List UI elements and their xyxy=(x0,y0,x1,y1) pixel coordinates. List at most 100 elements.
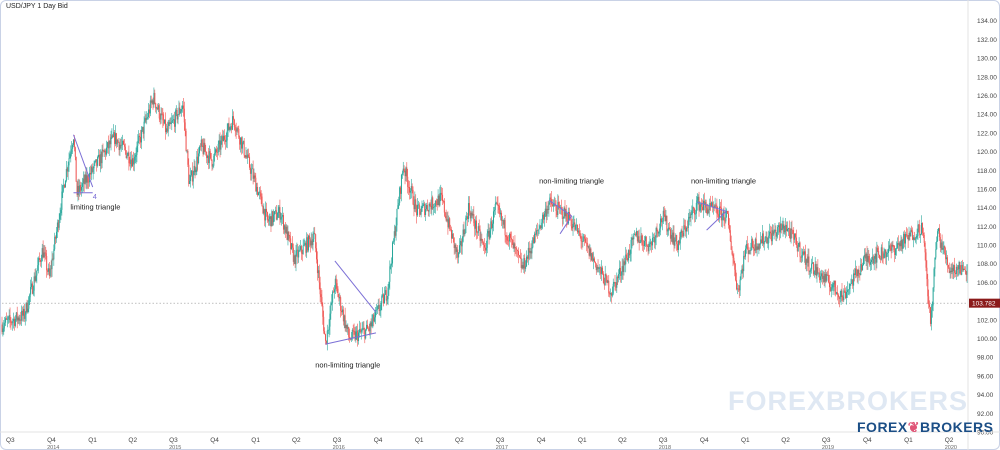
candle xyxy=(943,241,945,255)
candle-body xyxy=(145,118,147,120)
candle-body xyxy=(738,289,740,291)
candle xyxy=(252,160,254,185)
candle xyxy=(192,170,194,189)
candle xyxy=(449,217,451,232)
trendline[interactable] xyxy=(325,332,377,345)
candle-body xyxy=(216,152,218,153)
candle xyxy=(156,106,158,114)
candle xyxy=(533,235,535,244)
candle xyxy=(454,242,456,254)
candle xyxy=(879,255,881,264)
candle xyxy=(77,179,79,202)
candle-body xyxy=(282,215,284,217)
candle xyxy=(466,211,468,221)
candle xyxy=(444,211,446,219)
candle xyxy=(379,304,381,317)
candle-body xyxy=(257,186,259,196)
candle-body xyxy=(186,150,188,152)
candle-body xyxy=(433,207,435,209)
candle-body xyxy=(52,258,54,260)
candle xyxy=(902,238,904,254)
candle-body xyxy=(84,174,86,184)
candle xyxy=(686,226,688,239)
candle-body xyxy=(360,331,362,333)
candle xyxy=(333,287,335,293)
candle xyxy=(893,245,895,253)
candle xyxy=(879,254,881,260)
price-axis[interactable]: 90.0092.0094.0096.0098.00100.00102.00104… xyxy=(967,0,997,450)
triangle-annotation[interactable]: non-limiting triangle xyxy=(315,260,380,370)
candle xyxy=(623,255,625,276)
candle-body xyxy=(584,236,586,239)
candle xyxy=(540,225,542,231)
trendline[interactable] xyxy=(334,260,377,313)
candle xyxy=(521,258,523,270)
candle-body xyxy=(226,130,228,141)
candle-body xyxy=(230,126,232,128)
candle xyxy=(809,270,811,279)
candle xyxy=(851,274,853,285)
candle xyxy=(187,148,189,168)
trendline[interactable] xyxy=(548,199,572,217)
trendline[interactable] xyxy=(73,134,94,188)
candle-body xyxy=(735,269,737,281)
candle xyxy=(932,287,934,312)
candle xyxy=(48,262,50,279)
trendline[interactable] xyxy=(559,215,573,235)
candle-body xyxy=(375,309,377,311)
candle-body xyxy=(434,206,436,208)
candle xyxy=(763,240,765,251)
candle xyxy=(634,230,636,236)
triangle-annotation[interactable]: non-limiting triangle xyxy=(691,176,756,231)
candle xyxy=(742,264,744,280)
candle xyxy=(534,231,536,244)
candle xyxy=(304,239,306,247)
candle xyxy=(95,159,97,163)
candle xyxy=(703,192,705,211)
candle-body xyxy=(824,273,826,282)
candle-body xyxy=(383,294,385,304)
candle xyxy=(39,252,41,263)
candle-body xyxy=(22,308,24,316)
candle xyxy=(348,326,350,341)
candle-body xyxy=(686,227,688,232)
candle xyxy=(265,201,267,228)
candle-body xyxy=(883,253,885,258)
candle xyxy=(965,270,967,282)
candle-body xyxy=(574,222,576,230)
candle xyxy=(43,245,45,258)
y-tick-label: 124.00 xyxy=(977,112,997,119)
triangle-annotation[interactable]: non-limiting triangle xyxy=(539,176,604,235)
candle-body xyxy=(657,231,659,234)
candle xyxy=(543,212,545,224)
candle-body xyxy=(703,200,705,205)
candle xyxy=(593,256,595,263)
candle-body xyxy=(323,316,325,332)
candle xyxy=(380,300,382,318)
candle-body xyxy=(671,234,673,243)
candle-body xyxy=(133,160,135,165)
candle xyxy=(53,244,55,266)
candle xyxy=(294,254,296,268)
candle xyxy=(174,108,176,134)
candle-body xyxy=(96,159,98,166)
candle xyxy=(281,213,283,226)
candle-body xyxy=(39,258,41,260)
candle xyxy=(141,126,143,132)
candle-body xyxy=(471,212,473,216)
candle xyxy=(929,300,931,313)
candle xyxy=(845,286,847,305)
candle-body xyxy=(707,209,709,214)
candle xyxy=(501,216,503,229)
candle-body xyxy=(711,202,713,206)
trendline[interactable] xyxy=(706,211,727,231)
candle xyxy=(604,265,606,286)
candle xyxy=(50,260,52,278)
candle-body xyxy=(854,268,856,275)
candle-body xyxy=(611,293,613,296)
candle xyxy=(249,164,251,181)
trendline[interactable] xyxy=(697,201,727,212)
